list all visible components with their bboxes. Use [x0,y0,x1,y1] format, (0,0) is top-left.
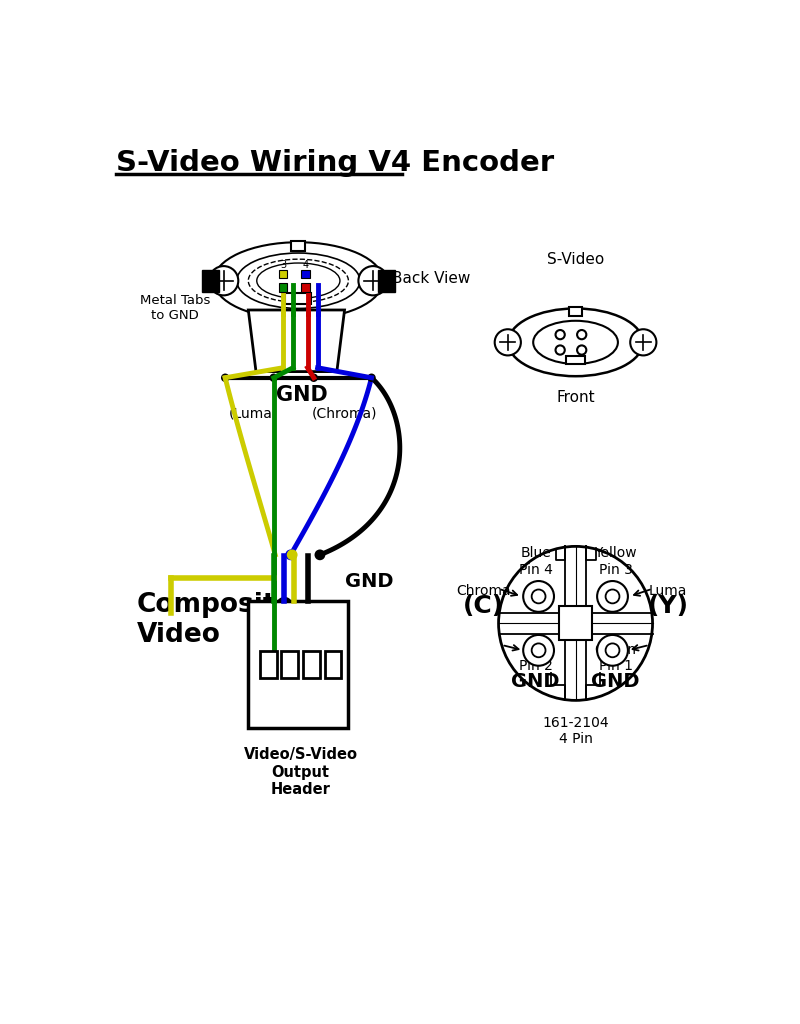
Circle shape [209,266,238,295]
Circle shape [532,643,546,657]
Circle shape [221,374,230,382]
Circle shape [358,266,388,295]
Circle shape [555,345,565,354]
Bar [303,651,320,678]
Circle shape [498,547,653,700]
Bar [325,651,342,678]
Text: GND: GND [345,572,393,591]
Bar [569,307,582,316]
Circle shape [523,635,554,666]
Circle shape [577,345,586,354]
Bar [248,601,349,728]
Circle shape [310,374,318,382]
Circle shape [494,330,521,355]
Bar [278,269,287,279]
Text: Yellow
Pin 3: Yellow Pin 3 [594,547,637,577]
Text: S-Video: S-Video [547,253,604,267]
Text: (C): (C) [462,595,504,618]
Text: S-Video Wiring V4 Encoder: S-Video Wiring V4 Encoder [116,148,554,177]
Bar [278,284,287,292]
Circle shape [555,330,565,339]
Bar [202,270,219,292]
Bar [301,269,310,279]
Circle shape [532,590,546,603]
Text: (Luma): (Luma) [229,407,278,420]
Text: (C) (Y): (C) (Y) [274,609,331,627]
Ellipse shape [237,253,360,308]
Circle shape [597,635,628,666]
PathPatch shape [248,310,345,372]
Ellipse shape [248,259,349,302]
Ellipse shape [257,263,340,298]
Circle shape [597,581,628,611]
Text: GND: GND [511,672,560,691]
Text: Front: Front [556,390,595,406]
Ellipse shape [533,321,618,364]
Ellipse shape [508,308,643,376]
Bar [558,606,593,640]
Circle shape [270,374,278,382]
Bar [566,356,585,364]
Text: 3: 3 [280,259,286,269]
Text: Red
Pin 2: Red Pin 2 [518,643,553,674]
Circle shape [314,550,326,560]
Bar [282,651,298,678]
Text: Blue
Pin 4: Blue Pin 4 [518,547,553,577]
Ellipse shape [214,243,383,319]
Text: Luma: Luma [649,584,687,598]
Text: Back View: Back View [392,271,470,286]
Text: 4: 4 [302,259,308,269]
Text: GND: GND [276,385,328,404]
Circle shape [577,330,586,339]
Text: Chroma: Chroma [456,584,510,598]
Circle shape [606,643,619,657]
Circle shape [523,581,554,611]
Text: Composite
Video: Composite Video [137,592,294,648]
Text: Metal Tabs
to GND: Metal Tabs to GND [140,294,210,322]
Bar [378,270,394,292]
Text: 161-2104
4 Pin: 161-2104 4 Pin [542,716,609,745]
Circle shape [367,374,376,382]
Circle shape [286,550,296,560]
Text: (Y): (Y) [647,595,689,618]
Text: Green
Pin 1: Green Pin 1 [594,643,637,674]
Circle shape [287,550,298,560]
Circle shape [606,590,619,603]
Bar [301,284,310,292]
Bar [286,293,311,304]
Bar [291,242,306,252]
Text: (Chroma): (Chroma) [312,407,378,420]
Text: GND: GND [591,672,640,691]
Bar [260,651,277,678]
Circle shape [630,330,657,355]
Text: Video/S-Video
Output
Header: Video/S-Video Output Header [244,748,358,797]
